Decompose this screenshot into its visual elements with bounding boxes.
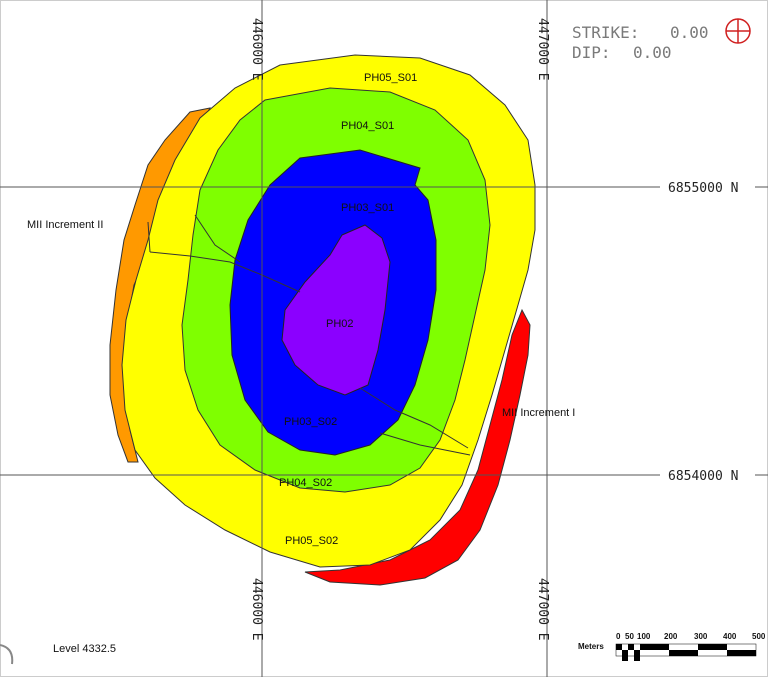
easting-label-bottom-446000: 446000 E [249, 578, 264, 641]
scale-tick-0: 0 [616, 632, 621, 641]
strike-value: 0.00 [670, 23, 709, 42]
easting-label-top-447000: 447000 E [535, 18, 550, 81]
scale-tick-200: 200 [664, 632, 678, 641]
dip-value: 0.00 [633, 43, 672, 62]
northing-label-6855000: 6855000 N [668, 181, 738, 196]
scale-tick-50: 50 [625, 632, 634, 641]
zone-label-ph02: PH02 [326, 318, 354, 330]
zone-label-ph05-s01: PH05_S01 [364, 72, 417, 84]
zone-label-mii-increment-ii: MII Increment II [27, 219, 103, 231]
zone-label-ph03-s02: PH03_S02 [284, 416, 337, 428]
level-label: Level 4332.5 [53, 643, 116, 655]
dip-label: DIP: [572, 43, 611, 62]
zone-label-ph05-s02: PH05_S02 [285, 535, 338, 547]
zone-label-ph04-s02: PH04_S02 [279, 477, 332, 489]
scale-bar: Meters 0 50 100 200 300 400 500 [578, 632, 766, 661]
crosshair-circle-icon [725, 18, 751, 44]
scale-checker [615, 643, 757, 661]
easting-label-bottom-447000: 447000 E [535, 578, 550, 641]
zone-label-ph03-s01: PH03_S01 [341, 202, 394, 214]
scale-tick-100: 100 [637, 632, 651, 641]
scale-tick-500: 500 [752, 632, 766, 641]
scale-unit-label: Meters [578, 642, 604, 651]
zone-mii-increment-i [304, 308, 531, 586]
scale-tick-300: 300 [694, 632, 708, 641]
zone-split-lines [147, 214, 471, 456]
easting-label-top-446000: 446000 E [249, 18, 264, 81]
zone-label-mii-increment-i: MII Increment I [502, 407, 575, 419]
strike-label: STRIKE: [572, 23, 639, 42]
zone-label-ph04-s01: PH04_S01 [341, 120, 394, 132]
scale-tick-400: 400 [723, 632, 737, 641]
corner-arc-icon [0, 644, 14, 665]
northing-label-6854000: 6854000 N [668, 469, 738, 484]
